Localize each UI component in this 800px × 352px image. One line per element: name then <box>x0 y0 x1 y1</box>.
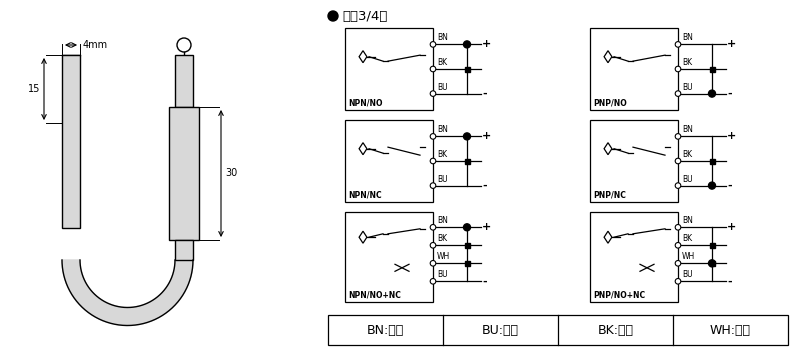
Text: -: - <box>727 276 732 286</box>
Text: -: - <box>482 276 486 286</box>
Bar <box>62 55 80 228</box>
Text: PNP/NO: PNP/NO <box>593 98 626 107</box>
Text: PNP/NO+NC: PNP/NO+NC <box>593 290 645 299</box>
Bar <box>710 67 714 71</box>
Bar <box>465 67 470 71</box>
Text: BN: BN <box>682 33 693 42</box>
Circle shape <box>675 260 681 266</box>
Circle shape <box>430 183 436 188</box>
Circle shape <box>675 243 681 248</box>
Bar <box>175 55 193 107</box>
Bar <box>710 261 714 266</box>
Circle shape <box>463 41 470 48</box>
Text: -: - <box>482 89 486 99</box>
Bar <box>590 212 678 302</box>
Text: WH: WH <box>437 252 450 261</box>
Bar <box>328 315 788 345</box>
Text: BN: BN <box>437 125 448 134</box>
Bar <box>465 243 470 248</box>
Text: 30: 30 <box>225 169 238 178</box>
Text: BU: BU <box>437 175 448 184</box>
Circle shape <box>430 158 436 164</box>
Text: -: - <box>727 181 732 190</box>
Circle shape <box>675 66 681 72</box>
Text: NPN/NO+NC: NPN/NO+NC <box>348 290 401 299</box>
Circle shape <box>675 134 681 139</box>
Text: BU: BU <box>682 270 693 279</box>
Bar <box>345 28 433 110</box>
Text: BK:黑色: BK:黑色 <box>598 323 634 337</box>
Circle shape <box>430 260 436 266</box>
Text: 直涁3/4线: 直涁3/4线 <box>342 10 387 23</box>
Text: BN: BN <box>682 125 693 134</box>
Circle shape <box>430 134 436 139</box>
Text: +: + <box>727 222 736 232</box>
Text: -: - <box>727 89 732 99</box>
Circle shape <box>328 11 338 21</box>
Text: BK: BK <box>682 58 692 67</box>
Bar <box>710 243 714 248</box>
Text: BK: BK <box>682 150 692 159</box>
Circle shape <box>709 260 715 267</box>
Circle shape <box>463 224 470 231</box>
Text: WH:白色: WH:白色 <box>710 323 751 337</box>
Polygon shape <box>62 260 193 326</box>
Text: +: + <box>482 222 491 232</box>
Text: BN: BN <box>682 216 693 225</box>
Circle shape <box>675 278 681 284</box>
Circle shape <box>709 90 715 97</box>
Circle shape <box>430 66 436 72</box>
Text: +: + <box>482 39 491 49</box>
Text: BN: BN <box>437 33 448 42</box>
Text: NPN/NC: NPN/NC <box>348 190 382 199</box>
Text: BU: BU <box>682 83 693 92</box>
Text: +: + <box>727 131 736 142</box>
Bar <box>465 261 470 266</box>
Text: BN: BN <box>437 216 448 225</box>
Text: WH: WH <box>682 252 695 261</box>
Text: PNP/NC: PNP/NC <box>593 190 626 199</box>
Bar <box>175 240 193 260</box>
Circle shape <box>675 158 681 164</box>
Text: +: + <box>727 39 736 49</box>
Text: BU: BU <box>437 270 448 279</box>
Bar <box>465 158 470 163</box>
Circle shape <box>430 42 436 47</box>
Text: BK: BK <box>437 150 447 159</box>
Text: BU:兰色: BU:兰色 <box>482 323 519 337</box>
Text: BK: BK <box>682 234 692 243</box>
Bar <box>345 120 433 202</box>
Text: NPN/NO: NPN/NO <box>348 98 382 107</box>
Text: BU: BU <box>682 175 693 184</box>
Text: 15: 15 <box>28 84 40 94</box>
Text: BK: BK <box>437 58 447 67</box>
Bar <box>590 28 678 110</box>
Text: +: + <box>482 131 491 142</box>
Circle shape <box>675 42 681 47</box>
Text: -: - <box>482 181 486 190</box>
Circle shape <box>430 278 436 284</box>
Circle shape <box>430 225 436 230</box>
Circle shape <box>463 133 470 140</box>
Bar <box>710 158 714 163</box>
Text: BU: BU <box>437 83 448 92</box>
Bar <box>169 107 199 240</box>
Bar <box>345 212 433 302</box>
Text: 4mm: 4mm <box>83 40 108 50</box>
Circle shape <box>709 182 715 189</box>
Text: BK: BK <box>437 234 447 243</box>
Circle shape <box>675 91 681 96</box>
Circle shape <box>430 243 436 248</box>
Bar <box>590 120 678 202</box>
Circle shape <box>675 183 681 188</box>
Circle shape <box>675 225 681 230</box>
Text: BN:棕色: BN:棕色 <box>367 323 404 337</box>
Circle shape <box>430 91 436 96</box>
